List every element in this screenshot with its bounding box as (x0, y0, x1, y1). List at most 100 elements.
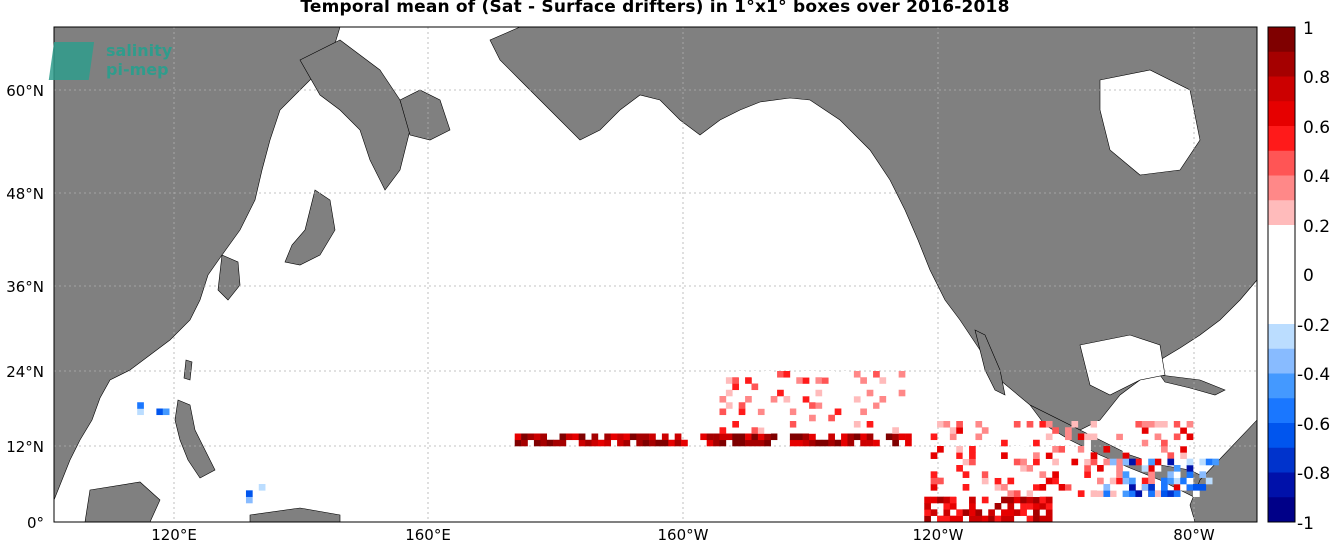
colorbar-segment (1268, 497, 1295, 523)
data-cell (1065, 477, 1072, 485)
data-cell (1109, 458, 1117, 466)
data-cell (802, 421, 810, 428)
data-cell (937, 496, 944, 504)
data-cell (1148, 471, 1155, 478)
data-cell (873, 377, 880, 384)
data-cell (930, 509, 938, 516)
data-cell (815, 396, 823, 403)
data-cell (834, 439, 842, 447)
data-cell (700, 433, 707, 441)
data-cell (745, 433, 752, 441)
data-cell (559, 439, 567, 447)
data-cell (1090, 433, 1098, 441)
data-cell (764, 439, 771, 447)
data-cell (245, 496, 253, 504)
data-cells (137, 371, 1219, 522)
data-cell (956, 446, 963, 453)
data-cell (853, 433, 861, 441)
colorbar (1268, 27, 1295, 523)
data-cell (981, 427, 989, 434)
data-cell (565, 433, 573, 441)
data-cell (514, 439, 522, 447)
data-cell (1161, 439, 1168, 447)
data-cell (719, 396, 727, 403)
data-cell (572, 433, 580, 441)
data-cell (1058, 446, 1066, 453)
data-cell (988, 515, 995, 522)
data-cell (1161, 421, 1168, 428)
data-cell (1129, 458, 1136, 466)
data-cell (1135, 433, 1143, 441)
colorbar-segment (1268, 249, 1295, 275)
baja-california (974, 329, 1006, 396)
data-cell (1167, 471, 1175, 478)
data-cell (949, 503, 957, 510)
data-cell (777, 389, 784, 397)
data-cell (809, 371, 816, 378)
south-america (1189, 419, 1257, 522)
data-cell (905, 439, 912, 447)
data-cell (1103, 446, 1111, 453)
data-cell (860, 377, 867, 384)
data-cell (898, 433, 906, 441)
data-cell (1109, 433, 1117, 441)
data-cell (1135, 458, 1143, 466)
data-cell (1180, 452, 1187, 459)
data-cell (969, 509, 976, 516)
data-cell (789, 408, 797, 416)
lon-tick-120W: 120°W (913, 526, 964, 544)
data-cell (815, 402, 823, 409)
colorbar-segment (1268, 274, 1295, 300)
data-cell (738, 371, 746, 378)
data-cell (1071, 458, 1079, 466)
data-cell (1007, 477, 1015, 485)
data-cell (879, 396, 887, 403)
data-cell (1109, 490, 1117, 497)
data-cell (1116, 477, 1123, 485)
data-cell (1148, 465, 1155, 472)
colorbar-segment (1268, 225, 1295, 251)
data-cell (828, 414, 835, 422)
data-cell (1045, 421, 1053, 428)
data-cell (809, 439, 816, 447)
data-cell (1045, 515, 1053, 522)
new-guinea-island (249, 507, 341, 522)
data-cell (1135, 421, 1143, 428)
data-cell (617, 433, 624, 441)
data-cell (802, 371, 810, 378)
data-cell (1173, 421, 1181, 428)
data-cell (1020, 471, 1027, 478)
data-cell (962, 452, 970, 459)
data-cell (1084, 465, 1091, 472)
data-cell (924, 496, 931, 504)
data-cell (732, 383, 739, 391)
colorbar-segment (1268, 76, 1295, 102)
colorbar-segment (1268, 324, 1295, 350)
lat-tick-24: 24°N (6, 363, 44, 381)
data-cell (924, 515, 931, 522)
colorbar-segment (1268, 423, 1295, 449)
data-cell (853, 408, 861, 416)
data-cell (892, 427, 899, 434)
data-cell (847, 433, 855, 441)
data-cell (809, 414, 816, 422)
data-cell (930, 484, 938, 491)
data-cell (1180, 421, 1187, 428)
data-cell (1148, 490, 1155, 497)
data-cell (1058, 484, 1066, 491)
data-cell (578, 439, 586, 447)
data-cell (777, 371, 784, 378)
data-cell (1116, 465, 1123, 472)
data-cell (981, 515, 989, 522)
data-cell (1039, 503, 1047, 510)
data-cell (1097, 477, 1104, 485)
data-cell (585, 439, 592, 447)
data-cell (764, 427, 771, 434)
data-cell (1013, 490, 1021, 497)
data-cell (962, 484, 970, 491)
data-cell (604, 439, 612, 447)
colorbar-tick: -0.8 (1297, 464, 1330, 484)
data-cell (873, 371, 880, 378)
data-cell (1161, 446, 1168, 453)
data-cell (1173, 458, 1181, 466)
